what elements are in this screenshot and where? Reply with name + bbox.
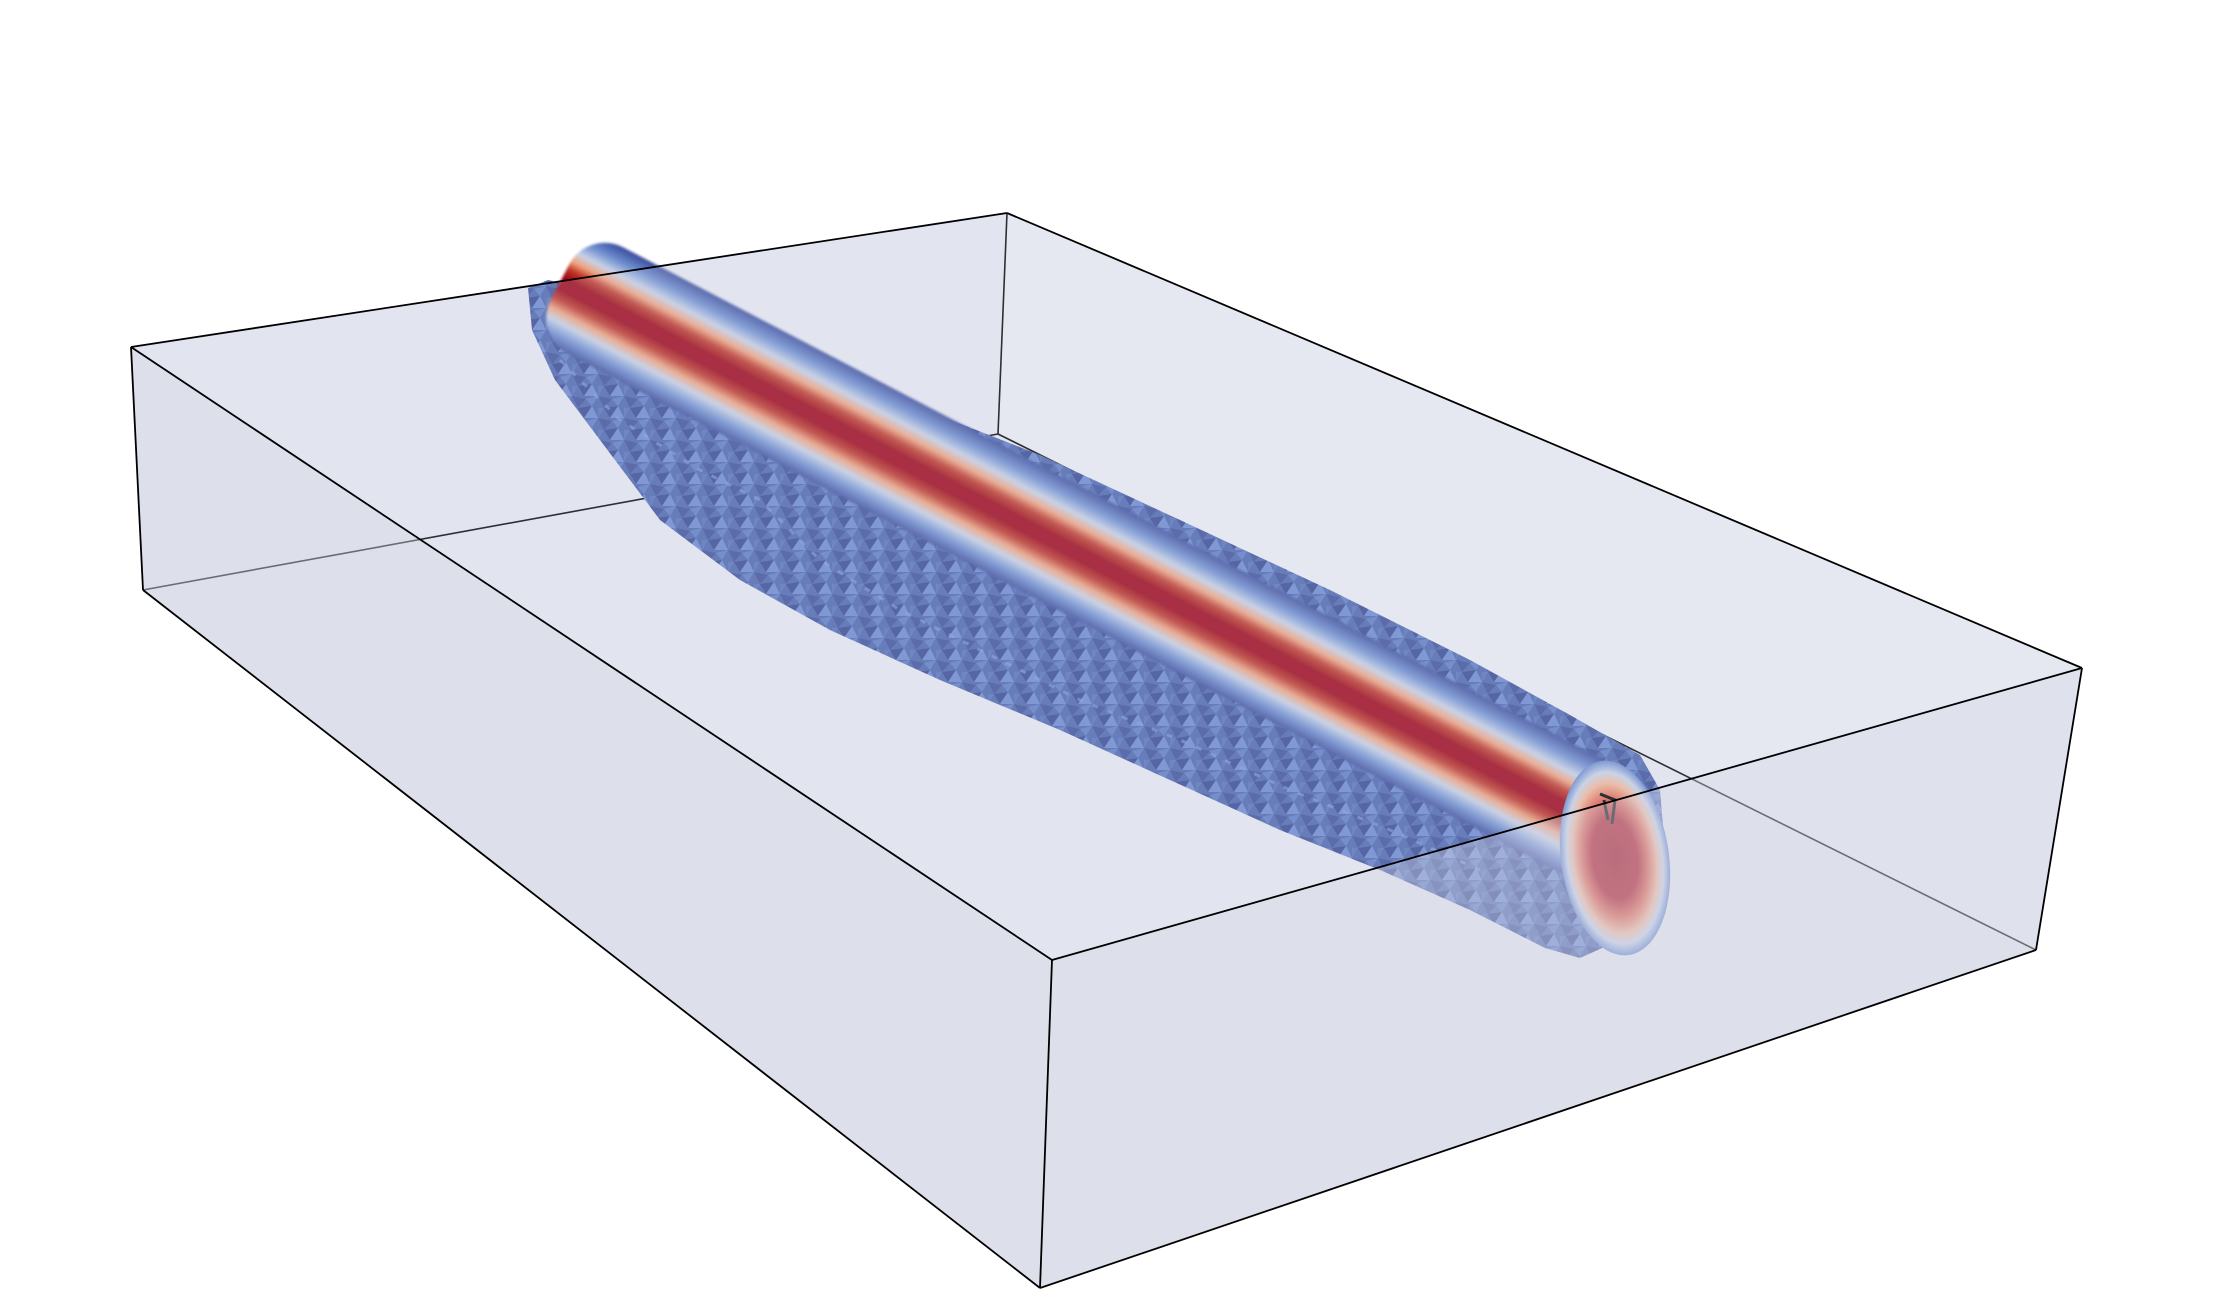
box-front-left-face [131, 347, 1052, 1288]
box-front-right-face [1040, 668, 2082, 1288]
tube-core-band [546, 242, 1655, 887]
domain-box-front [130, 212, 2083, 1289]
box-top-face [131, 213, 2082, 960]
